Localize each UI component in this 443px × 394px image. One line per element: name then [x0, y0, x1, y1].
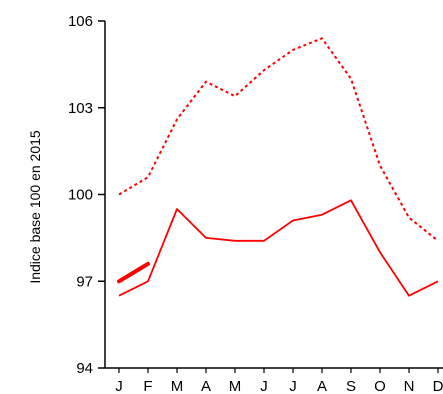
x-tick-label: M	[171, 378, 184, 394]
x-tick-label: M	[229, 378, 242, 394]
x-tick-label: J	[289, 378, 297, 394]
x-tick-label: A	[201, 378, 211, 394]
x-tick-label: J	[115, 378, 123, 394]
x-tick-label: S	[346, 378, 356, 394]
y-tick-label: 106	[68, 13, 93, 30]
x-tick-label: F	[143, 378, 152, 394]
axes	[98, 20, 443, 373]
y-tick-label: 103	[68, 100, 93, 117]
y-tick-label: 94	[76, 360, 93, 377]
x-tick-label: J	[260, 378, 268, 394]
x-tick-label: O	[374, 378, 386, 394]
y-axis-label: Indice base 100 en 2015	[27, 130, 43, 284]
series-line-solid-bold	[117, 261, 150, 284]
series-line-dotted	[118, 37, 439, 242]
y-tick-label: 100	[68, 187, 93, 204]
series-line-solid	[118, 199, 439, 297]
x-tick-label: N	[404, 378, 415, 394]
series-layer	[117, 37, 439, 297]
x-tick-label: A	[317, 378, 327, 394]
y-tick-label: 97	[76, 273, 93, 290]
labels-layer: Indice base 100 en 2015 94 97 100 103 106 J F M…	[27, 13, 443, 394]
x-tick-label: D	[433, 378, 443, 394]
